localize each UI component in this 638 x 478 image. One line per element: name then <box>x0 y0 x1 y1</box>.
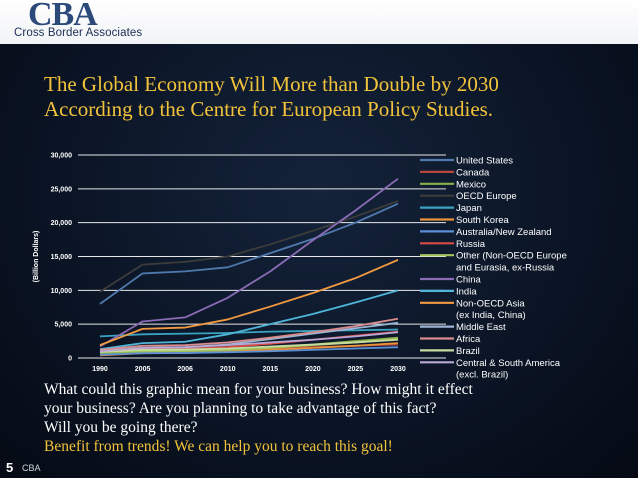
x-tick-label: 2006 <box>177 366 193 373</box>
series-line <box>99 259 399 346</box>
body-line-2: your business? Are you planning to take … <box>44 400 437 417</box>
logo-mark: CBA <box>28 0 98 33</box>
legend-label: Middle East <box>456 322 506 333</box>
legend-label: India <box>456 286 477 297</box>
legend-label: Australia/New Zealand <box>456 227 552 238</box>
y-tick-label: 5,000 <box>54 322 72 329</box>
gdp-line-chart: 0 5,000 10,000 15,000 20,000 25,000 30,000 1990… <box>33 153 567 381</box>
series-line <box>99 317 399 351</box>
logo-bar: CBA Cross Border Associates <box>0 0 638 44</box>
y-tick-label: 15,000 <box>51 254 73 261</box>
slide-title: The Global Economy Will More than Double… <box>44 72 624 122</box>
legend-label: Japan <box>456 203 482 214</box>
chart-series <box>99 177 399 357</box>
x-tick-label: 2025 <box>348 366 364 373</box>
x-tick-label: 2005 <box>135 366 151 373</box>
x-tick-label: 2010 <box>220 366 236 373</box>
logo: CBA Cross Border Associates <box>14 0 154 42</box>
series-line <box>99 338 399 353</box>
y-tick-label: 0 <box>68 356 72 363</box>
y-tick-label: 10,000 <box>51 288 73 295</box>
legend-label: Canada <box>456 167 490 178</box>
series-line <box>99 346 399 356</box>
y-tick-label: 30,000 <box>51 153 73 160</box>
y-tick-label: 20,000 <box>51 220 73 227</box>
series-line <box>99 177 399 348</box>
body-text: What could this graphic mean for your bu… <box>44 380 624 456</box>
legend-label: Brazil <box>456 346 480 357</box>
legend-label: South Korea <box>456 215 510 226</box>
body-line-3: Will you be going there? <box>44 419 198 436</box>
slide-title-line-1: The Global Economy Will More than Double… <box>44 72 499 96</box>
series-line <box>99 328 399 338</box>
legend-label: Africa <box>456 334 481 345</box>
legend-label: Central & South America (excl. Brazil) <box>456 358 561 380</box>
body-line-4: Benefit from trends! We can help you to … <box>44 438 393 455</box>
y-axis-label: (Billion Dollars) <box>33 231 40 283</box>
logo-name: Cross Border Associates <box>14 27 143 39</box>
series-line <box>99 289 399 351</box>
legend-label: China <box>456 275 482 286</box>
legend-label: Russia <box>456 239 486 250</box>
x-tick-label: 2030 <box>390 366 406 373</box>
body-line-1: What could this graphic mean for your bu… <box>44 381 473 398</box>
legend-label: United States <box>456 156 513 167</box>
x-tick-label: 2015 <box>262 366 278 373</box>
slide-title-line-2: According to the Centre for European Pol… <box>44 97 494 121</box>
footer-label: CBA <box>22 463 41 473</box>
legend-label: OECD Europe <box>456 191 517 202</box>
x-tick-label: 2020 <box>305 366 321 373</box>
page-number: 5 <box>6 460 14 475</box>
legend-label: Mexico <box>456 179 486 190</box>
chart-axes: 0 5,000 10,000 15,000 20,000 25,000 30,000 1990… <box>33 153 406 374</box>
x-tick-label: 1990 <box>92 366 108 373</box>
legend-label: Other (Non-OECD Europe and Eurasia, ex-Ru… <box>456 251 567 274</box>
legend-label: Non-OECD Asia (ex India, China) <box>456 298 526 321</box>
series-line <box>99 331 399 353</box>
series-line <box>99 202 399 305</box>
y-tick-label: 25,000 <box>51 186 73 193</box>
series-line <box>99 200 399 293</box>
